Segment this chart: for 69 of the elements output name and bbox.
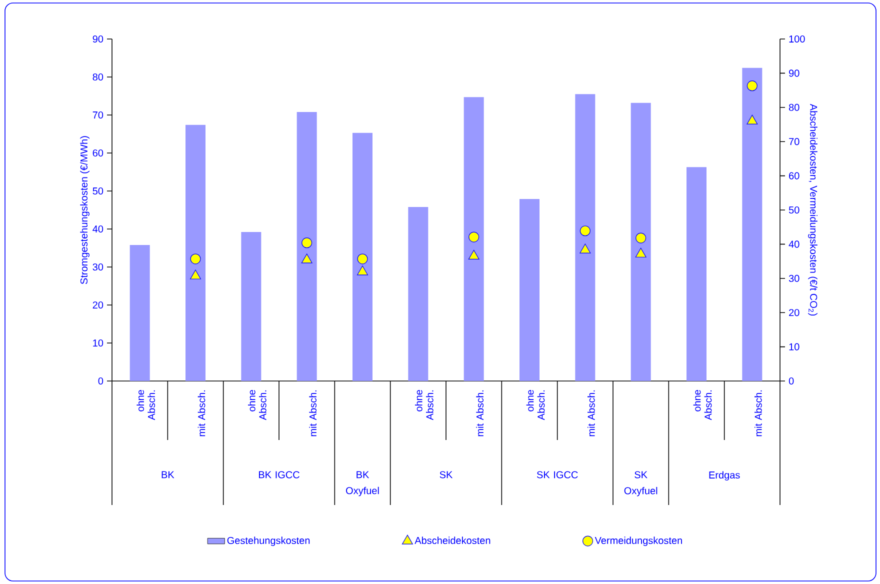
x-tick-label: ohne Absch. xyxy=(248,390,266,420)
point xyxy=(580,226,590,236)
y-tick-label: 20 xyxy=(92,301,104,309)
y2-tick-label: 80 xyxy=(788,104,800,111)
point xyxy=(468,250,480,260)
x-tick-label: ohne Absch. xyxy=(136,390,156,420)
text: BK Oxyfuel xyxy=(346,471,379,496)
text: BK xyxy=(162,471,174,478)
point xyxy=(468,232,480,242)
bar xyxy=(130,244,150,381)
point xyxy=(190,270,201,280)
point xyxy=(190,254,201,264)
x-tick-label: mit Absch. xyxy=(309,390,317,436)
x-tick-label: mit Absch. xyxy=(198,390,206,436)
y-tick-label: 0 xyxy=(98,377,104,385)
text: Erdgas xyxy=(709,471,740,481)
text: BK IGCC xyxy=(258,471,300,478)
y-axis-title: Stromgestehungskosten (€/MWh) xyxy=(80,136,90,284)
x-tick-label: mit Absch. xyxy=(476,390,484,436)
y2-tick-label: 50 xyxy=(788,206,800,214)
y-tick-label: 90 xyxy=(92,35,104,43)
point xyxy=(580,244,591,254)
bar xyxy=(408,206,428,381)
y2-tick-label: 0 xyxy=(788,377,794,385)
bar xyxy=(520,198,540,381)
y-tick-label: 40 xyxy=(92,225,104,233)
point xyxy=(636,232,646,244)
x-tick-label: ohne Absch. xyxy=(693,390,712,420)
y-tick-label: 80 xyxy=(92,73,104,81)
y-tick-label: 10 xyxy=(93,339,104,347)
point xyxy=(357,254,368,264)
text: SK Oxyfuel xyxy=(624,471,658,496)
x-tick-label: ohne Absch. xyxy=(415,390,434,420)
y2-tick-label: 60 xyxy=(789,172,800,180)
legend-label: Abscheidekosten xyxy=(414,536,490,544)
y2-tick-label: 10 xyxy=(789,343,800,350)
text: SK IGCC xyxy=(536,471,578,478)
y2-tick-label: 40 xyxy=(788,240,800,248)
y2-axis-title: Abscheidekosten, Vermeidungskosten (€/t CO$_{2}$) xyxy=(808,104,818,316)
point xyxy=(635,248,646,258)
point xyxy=(357,266,368,276)
y2-tick-label: 30 xyxy=(788,274,800,282)
x-tick-label: mit Absch. xyxy=(754,390,762,436)
y2-tick-label: 100 xyxy=(789,35,805,43)
x-tick-label: ohne Absch. xyxy=(526,390,545,420)
y2-tick-label: 70 xyxy=(789,138,800,146)
point xyxy=(301,254,312,264)
bar xyxy=(630,102,651,381)
y-tick-label: 60 xyxy=(92,149,104,157)
legend-label: Gestehungskosten xyxy=(227,536,310,546)
legend-label: Vermeidungskosten xyxy=(594,536,682,546)
point xyxy=(302,238,312,248)
bar xyxy=(575,94,596,381)
bar xyxy=(241,232,262,381)
y-tick-label: 50 xyxy=(92,187,104,195)
y2-tick-label: 90 xyxy=(789,70,800,77)
bar xyxy=(742,68,762,381)
bar xyxy=(352,132,373,381)
bar xyxy=(186,124,206,381)
y2-tick-label: 20 xyxy=(789,309,800,316)
bar xyxy=(464,97,484,381)
y-tick-label: 70 xyxy=(92,111,104,119)
y-tick-label: 30 xyxy=(92,263,104,271)
x-tick-label: mit Absch. xyxy=(588,390,595,436)
bar xyxy=(296,112,317,381)
point xyxy=(746,114,758,124)
bar xyxy=(686,167,707,381)
text: SK xyxy=(440,471,453,478)
point xyxy=(746,80,758,92)
